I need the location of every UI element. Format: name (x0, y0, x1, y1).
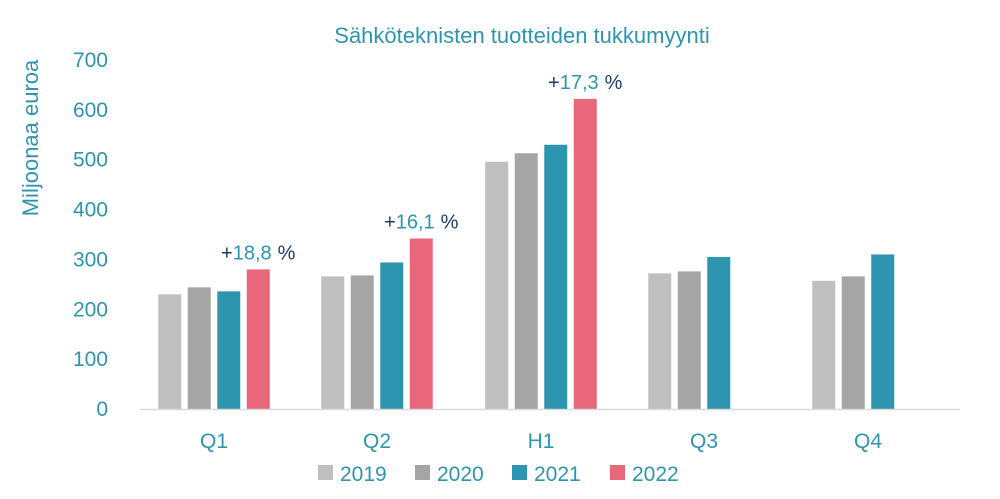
bar-q3-2020 (677, 271, 701, 409)
x-tick-label: Q3 (690, 430, 718, 453)
legend-label: 2020 (437, 463, 484, 486)
bar-h1-2019 (485, 161, 509, 409)
y-tick-label: 300 (73, 248, 108, 271)
bar-q1-2020 (187, 287, 211, 409)
bar-q1-2019 (158, 294, 182, 409)
annotation-growth: +16,1% (384, 211, 459, 233)
bar-q2-2019 (321, 276, 345, 409)
annotation-unit: % (441, 211, 459, 233)
bar-q4-2020 (841, 276, 865, 409)
legend-label: 2019 (340, 463, 387, 486)
annotation-number: 16,1 (396, 211, 435, 233)
legend-item-2020: 2020 (415, 463, 484, 486)
legend-swatch (415, 465, 430, 480)
x-tick-label: Q4 (854, 430, 882, 453)
x-tick-label: H1 (528, 430, 555, 453)
legend-swatch (512, 465, 527, 480)
bar-q4-2019 (812, 280, 836, 409)
x-tick-label: Q2 (363, 430, 391, 453)
x-tick-label: Q1 (200, 430, 228, 453)
legend-label: 2021 (534, 463, 581, 486)
legend-swatch (318, 465, 333, 480)
bar-q2-2022 (409, 238, 433, 409)
annotation-sign: + (221, 242, 233, 264)
annotations: +18,8 %+16,1 %+17,3% (221, 72, 623, 265)
y-tick-label: 700 (73, 49, 108, 72)
chart-title: Sähköteknisten tuotteiden tukkumyynti (334, 23, 709, 48)
legend-label: 2022 (632, 463, 679, 486)
y-tick-label: 400 (73, 199, 108, 222)
bar-h1-2022 (573, 98, 597, 409)
bar-q3-2021 (707, 256, 731, 409)
y-tick-label: 600 (73, 99, 108, 122)
x-axis-ticks: Q1 Q2 H1 Q3 Q4 (200, 430, 882, 453)
annotation-number: 17,3 (560, 72, 599, 94)
annotation-growth: +18,8% (221, 242, 296, 264)
legend: 2019 2020 2021 2022 (318, 463, 679, 486)
bar-q2-2021 (380, 262, 404, 409)
legend-swatch (610, 465, 625, 480)
bar-q1-2021 (217, 291, 241, 409)
annotation-unit: % (278, 242, 296, 264)
annotation-growth: +17,3% (548, 72, 623, 94)
bar-q4-2021 (871, 254, 895, 409)
bar-q1-2022 (246, 269, 270, 409)
bar-h1-2020 (514, 153, 538, 409)
legend-item-2019: 2019 (318, 463, 387, 486)
bar-q2-2020 (350, 275, 374, 409)
y-tick-label: 200 (73, 298, 108, 321)
annotation-unit: % (605, 72, 623, 94)
annotation-sign: + (548, 72, 560, 94)
legend-item-2021: 2021 (512, 463, 581, 486)
annotation-sign: + (384, 211, 396, 233)
y-axis-ticks: 0 100 200 300 400 500 600 700 (73, 49, 108, 421)
legend-item-2022: 2022 (610, 463, 679, 486)
y-tick-label: 500 (73, 149, 108, 172)
y-tick-label: 0 (96, 398, 108, 421)
bar-q3-2019 (648, 273, 672, 409)
bars (158, 98, 895, 409)
y-tick-label: 100 (73, 348, 108, 371)
annotation-number: 18,8 (233, 242, 272, 264)
y-axis-label: Miljoonaa euroa (18, 59, 43, 216)
bar-h1-2021 (544, 144, 568, 409)
